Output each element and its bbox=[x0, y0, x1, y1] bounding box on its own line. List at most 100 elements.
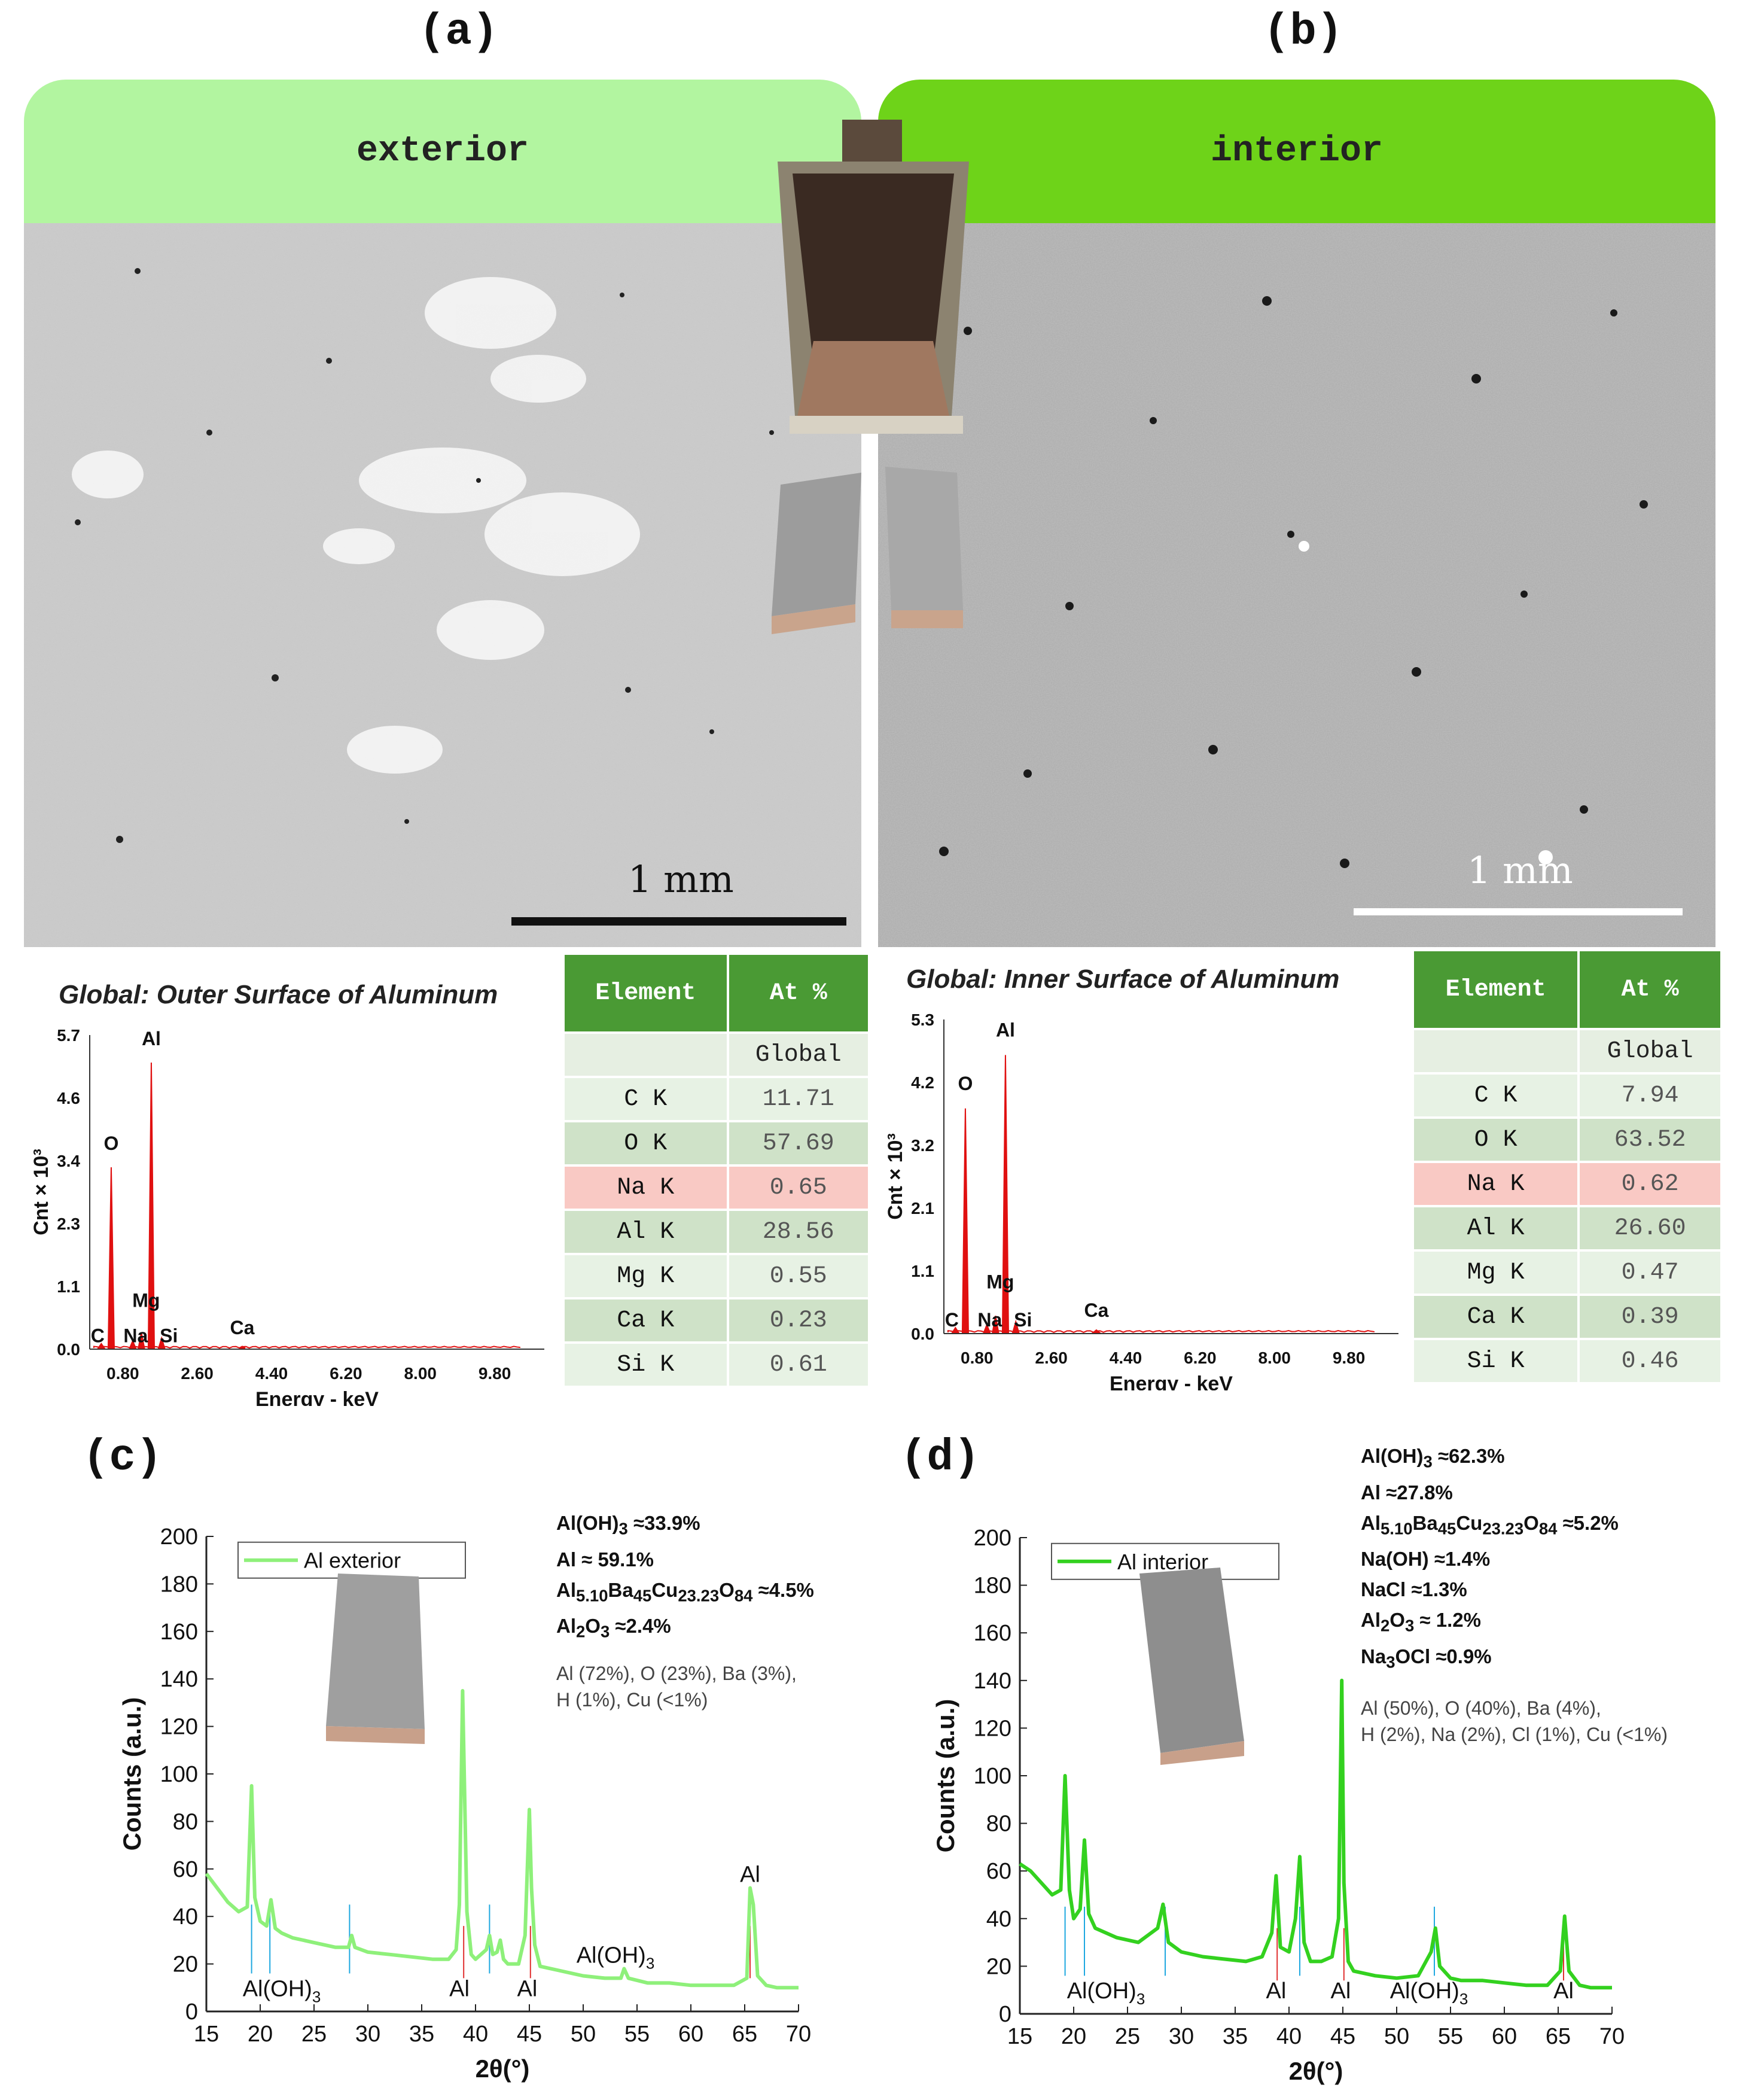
xrd-x-tick-label: 50 bbox=[571, 2022, 596, 2047]
eds-table-row: Al K 26.60 bbox=[1414, 1207, 1720, 1249]
xrd-y-tick-label: 140 bbox=[160, 1667, 198, 1692]
sem-exterior-scale-label: 1 mm bbox=[628, 857, 734, 901]
xrd-series-line bbox=[205, 1689, 799, 1990]
eds-value-cell: 57.69 bbox=[729, 1122, 868, 1164]
eds-peak-label: Na bbox=[977, 1309, 1002, 1331]
xrd-exterior-sample-photo bbox=[326, 1574, 425, 1744]
xrd-y-tick-label: 0 bbox=[999, 2002, 1011, 2027]
xrd-x-tick-label: 40 bbox=[463, 2022, 488, 2047]
eds-value-cell: 0.61 bbox=[729, 1344, 868, 1386]
xrd-peak-annotation: Al(OH)3 bbox=[1390, 1979, 1468, 2008]
eds-y-axis-label: Cnt × 10³ bbox=[30, 1149, 53, 1235]
eds-table-row: Si K 0.61 bbox=[565, 1344, 868, 1386]
eds-element-cell: Mg K bbox=[1414, 1252, 1578, 1294]
xrd-y-axis-label: Counts (a.u.) bbox=[931, 1699, 959, 1853]
exterior-header: exterior bbox=[24, 80, 861, 223]
xrd-y-tick-label: 120 bbox=[974, 1716, 1011, 1741]
eds-table-row: Si K 0.46 bbox=[1414, 1340, 1720, 1382]
xrd-d-elements-1: Al (50%), O (40%), Ba (4%), bbox=[1361, 1697, 1601, 1719]
eds-x-tick-label: 0.80 bbox=[961, 1349, 994, 1367]
eds-table-row: Mg K 0.47 bbox=[1414, 1252, 1720, 1294]
xrd-x-tick-label: 55 bbox=[1438, 2024, 1463, 2049]
xrd-x-axis-label: 2θ(°) bbox=[476, 2055, 530, 2083]
xrd-x-tick-label: 60 bbox=[1492, 2024, 1517, 2049]
eds-table-row: C K 11.71 bbox=[565, 1078, 868, 1120]
eds-y-tick-label: 5.7 bbox=[57, 1026, 80, 1045]
eds-value-cell: 0.23 bbox=[729, 1299, 868, 1341]
xrd-x-tick-label: 70 bbox=[1599, 2024, 1625, 2049]
eds-x-tick-label: 2.60 bbox=[181, 1364, 214, 1383]
xrd-y-tick-label: 160 bbox=[160, 1620, 198, 1645]
crucible-photo bbox=[772, 120, 969, 634]
panel-letter-c: (c) bbox=[83, 1433, 163, 1483]
xrd-y-tick-label: 180 bbox=[974, 1574, 1011, 1599]
eds-x-tick-label: 4.40 bbox=[255, 1364, 288, 1383]
xrd-d-na3ocl: Na3OCl ≈0.9% bbox=[1361, 1645, 1492, 1672]
xrd-y-tick-label: 20 bbox=[986, 1954, 1011, 1979]
xrd-y-tick-label: 40 bbox=[986, 1907, 1011, 1932]
eds-table-row: Al K 28.56 bbox=[565, 1211, 868, 1253]
eds-element-cell: Si K bbox=[565, 1344, 727, 1386]
eds-subheader-blank bbox=[1414, 1030, 1578, 1072]
xrd-y-tick-label: 20 bbox=[173, 1952, 198, 1977]
xrd-x-tick-label: 60 bbox=[678, 2022, 703, 2047]
interior-header: interior bbox=[878, 80, 1715, 223]
xrd-peak-annotation: Al(OH)3 bbox=[577, 1943, 655, 1973]
eds-outer-chart: 0.0 1.1 2.3 3.4 4.6 5.7 0.80 2.60 4.40 6.20 8.00 9.… bbox=[30, 1026, 544, 1406]
xrd-c-aloh3: Al(OH)3 ≈33.9% bbox=[556, 1512, 700, 1538]
eds-y-tick-label: 0.0 bbox=[911, 1325, 934, 1343]
xrd-y-tick-label: 100 bbox=[160, 1762, 198, 1787]
xrd-d-naoh: Na(OH) ≈1.4% bbox=[1361, 1548, 1491, 1571]
xrd-c-al2o3: Al2O3 ≈2.4% bbox=[556, 1615, 671, 1641]
xrd-y-axis-label: Counts (a.u.) bbox=[118, 1697, 146, 1851]
eds-baseline bbox=[947, 1330, 1375, 1334]
xrd-x-tick-label: 50 bbox=[1384, 2024, 1409, 2049]
sem-interior-image: 1 mm bbox=[878, 223, 1715, 947]
eds-subheader-blank bbox=[565, 1034, 727, 1076]
xrd-y-tick-label: 100 bbox=[974, 1764, 1011, 1789]
eds-inner-header-element: Element bbox=[1414, 951, 1578, 1028]
eds-peak-ca bbox=[239, 1346, 246, 1349]
xrd-interior-sample-photo bbox=[1139, 1568, 1244, 1765]
eds-x-tick-label: 6.20 bbox=[330, 1364, 362, 1383]
xrd-y-tick-label: 160 bbox=[974, 1621, 1011, 1646]
eds-table-row: O K 57.69 bbox=[565, 1122, 868, 1164]
xrd-peak-annotation: Al(OH)3 bbox=[243, 1976, 321, 2005]
eds-peak-label: C bbox=[91, 1325, 105, 1347]
eds-peak-label: Al bbox=[996, 1019, 1015, 1041]
eds-x-tick-label: 8.00 bbox=[404, 1364, 437, 1383]
xrd-d-ba-phase: Al5.10Ba45Cu23.23O84 ≈5.2% bbox=[1361, 1511, 1619, 1538]
panel-letter-b: (b) bbox=[1263, 7, 1343, 57]
eds-value-cell: 0.46 bbox=[1580, 1340, 1720, 1382]
xrd-y-tick-label: 200 bbox=[160, 1524, 198, 1550]
eds-y-tick-label: 2.3 bbox=[57, 1215, 80, 1233]
xrd-d-aloh3: Al(OH)3 ≈62.3% bbox=[1361, 1445, 1505, 1471]
exterior-header-label: exterior bbox=[356, 131, 529, 172]
xrd-exterior-notes: Al(OH)3 ≈33.9% Al ≈ 59.1% Al5.10Ba45Cu23… bbox=[556, 1508, 814, 1713]
eds-peak-al bbox=[147, 1063, 155, 1349]
eds-peak-label: Na bbox=[123, 1325, 148, 1347]
xrd-x-tick-label: 15 bbox=[1007, 2024, 1032, 2049]
eds-peak-label: Si bbox=[1014, 1309, 1032, 1331]
eds-x-axis-label: Energy - keV bbox=[1110, 1372, 1233, 1390]
eds-x-tick-label: 9.80 bbox=[479, 1364, 511, 1383]
panel-letter-a: (a) bbox=[419, 7, 499, 57]
eds-x-tick-label: 9.80 bbox=[1333, 1349, 1366, 1367]
eds-peak-label: O bbox=[103, 1133, 118, 1154]
eds-value-cell: 0.62 bbox=[1580, 1163, 1720, 1205]
xrd-peak-annotation: Al bbox=[740, 1862, 760, 1888]
eds-y-tick-label: 0.0 bbox=[57, 1340, 80, 1359]
eds-x-tick-label: 4.40 bbox=[1110, 1349, 1142, 1367]
sem-exterior-texture bbox=[24, 223, 861, 947]
eds-y-tick-label: 1.1 bbox=[911, 1262, 934, 1280]
eds-outer-header-at: At % bbox=[729, 955, 868, 1031]
eds-value-cell: 7.94 bbox=[1580, 1075, 1720, 1116]
xrd-y-tick-label: 120 bbox=[160, 1715, 198, 1740]
xrd-d-al2o3: Al2O3 ≈ 1.2% bbox=[1361, 1609, 1481, 1635]
xrd-y-tick-label: 80 bbox=[986, 1812, 1011, 1837]
xrd-peak-annotation: Al bbox=[1553, 1979, 1574, 2004]
eds-element-cell: Ca K bbox=[1414, 1296, 1578, 1338]
eds-element-cell: Mg K bbox=[565, 1255, 727, 1297]
eds-peak-mg bbox=[138, 1332, 145, 1349]
